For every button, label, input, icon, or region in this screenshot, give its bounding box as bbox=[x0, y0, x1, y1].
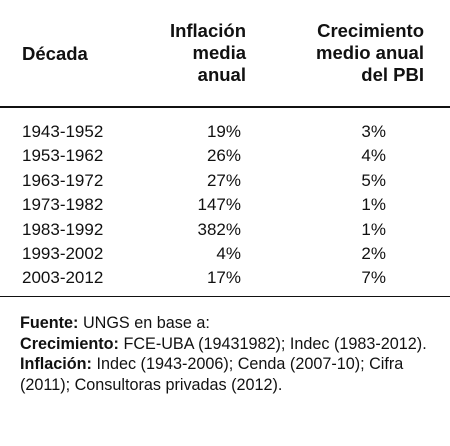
cell-inflation: 4% bbox=[216, 243, 241, 263]
note-inflation-label: Inflación: bbox=[20, 355, 92, 374]
note-growth-label: Crecimiento: bbox=[20, 334, 119, 353]
header-inflation-line: Inflación bbox=[169, 20, 246, 41]
cell-decade: 1963-1972 bbox=[22, 170, 104, 190]
cell-decade: 2003-2012 bbox=[22, 268, 104, 288]
cell-growth: 1% bbox=[361, 219, 386, 239]
cell-growth: 4% bbox=[361, 146, 386, 166]
cell-inflation: 27% bbox=[206, 170, 241, 190]
cell-inflation: 26% bbox=[206, 146, 241, 166]
note-inflation-text: Indec (1943-2006); Cenda (2007-10); Cifr… bbox=[20, 355, 404, 394]
table-row: 1963-1972 27% 5% bbox=[0, 169, 450, 193]
header-inflation-line: anual bbox=[197, 64, 246, 85]
note-growth-text: FCE-UBA (19431982); Indec (1983-2012). bbox=[118, 334, 427, 353]
table-row: 1973-1982 147% 1% bbox=[0, 193, 450, 217]
table-row: 1993-2002 4% 2% bbox=[0, 242, 450, 266]
header-growth: Crecimiento medio anual del PBI bbox=[278, 20, 424, 86]
note-source: Fuente: UNGS en base a: bbox=[20, 313, 445, 334]
table-row: 2003-2012 17% 7% bbox=[0, 266, 450, 290]
table-body: 1943-1952 19% 3% 1953-1962 26% 4% 1963-1… bbox=[0, 120, 450, 291]
header-growth-line: del PBI bbox=[361, 64, 424, 85]
header-growth-line: Crecimiento bbox=[317, 20, 424, 41]
cell-inflation: 19% bbox=[206, 122, 241, 141]
cell-growth: 3% bbox=[361, 122, 386, 141]
table-row: 1953-1962 26% 4% bbox=[0, 144, 450, 168]
cell-growth: 5% bbox=[361, 170, 386, 190]
header-inflation-line: media bbox=[192, 42, 246, 63]
header-growth-line: medio anual bbox=[316, 42, 424, 63]
data-table: Década Inflación media anual Crecimiento… bbox=[0, 0, 450, 297]
cell-growth: 2% bbox=[361, 243, 386, 263]
cell-inflation: 147% bbox=[197, 195, 241, 215]
cell-growth: 7% bbox=[361, 268, 386, 288]
cell-inflation: 17% bbox=[206, 268, 241, 288]
note-source-text: UNGS en base a: bbox=[78, 314, 210, 332]
cell-decade: 1983-1992 bbox=[22, 219, 104, 239]
header-inflation: Inflación media anual bbox=[150, 20, 246, 86]
note-inflation: Inflación: Indec (1943-2006); Cenda (200… bbox=[20, 354, 445, 395]
cell-decade: 1993-2002 bbox=[22, 243, 104, 263]
note-growth: Crecimiento: FCE-UBA (19431982); Indec (… bbox=[20, 334, 445, 355]
table-header: Década Inflación media anual Crecimiento… bbox=[0, 0, 450, 108]
cell-growth: 1% bbox=[361, 195, 386, 215]
cell-inflation: 382% bbox=[197, 219, 241, 239]
cell-decade: 1943-1952 bbox=[22, 122, 104, 141]
table-row: 1943-1952 19% 3% bbox=[0, 120, 450, 144]
note-source-label: Fuente: bbox=[20, 314, 79, 332]
header-decade: Década bbox=[22, 43, 88, 64]
table-row: 1983-1992 382% 1% bbox=[0, 218, 450, 242]
cell-decade: 1973-1982 bbox=[22, 195, 104, 215]
cell-decade: 1953-1962 bbox=[22, 146, 104, 166]
source-notes: Fuente: UNGS en base a: Crecimiento: FCE… bbox=[20, 313, 445, 395]
table-bottom-rule bbox=[0, 296, 450, 297]
